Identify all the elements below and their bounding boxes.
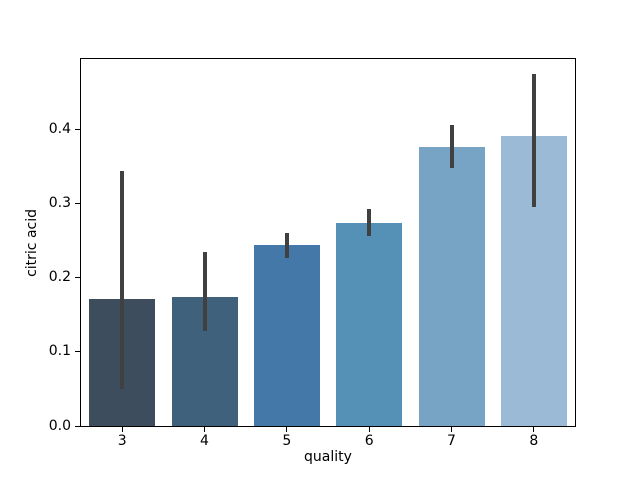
bar-quality-7: [418, 146, 485, 426]
x-tick-label: 8: [529, 433, 539, 449]
x-tick-mark: [204, 427, 205, 432]
error-bar-quality-4: [202, 252, 207, 331]
error-bar-quality-3: [120, 170, 125, 389]
x-axis-label: quality: [304, 449, 352, 465]
x-tick-mark: [451, 427, 452, 432]
y-tick-label: 0.1: [48, 343, 71, 360]
x-tick-label: 3: [117, 433, 127, 449]
x-tick-mark: [286, 427, 288, 432]
y-tick-mark: [75, 425, 80, 427]
error-bar-quality-5: [284, 233, 289, 258]
x-tick-mark: [121, 427, 123, 432]
y-tick-mark: [75, 351, 80, 353]
plot-area: [80, 58, 576, 427]
x-tick-mark: [533, 427, 535, 432]
bar-quality-6: [336, 222, 403, 426]
error-bar-quality-8: [531, 74, 536, 207]
bar-quality-5: [253, 244, 320, 426]
x-tick-mark: [368, 427, 370, 432]
y-tick-label: 0.2: [48, 269, 71, 286]
x-tick-label: 4: [200, 433, 209, 449]
x-tick-label: 6: [364, 433, 374, 449]
y-tick-mark: [75, 128, 80, 130]
y-tick-mark: [75, 202, 80, 204]
y-tick-label: 0.0: [48, 417, 71, 434]
x-tick-label: 5: [282, 433, 292, 449]
y-axis-label-container: citric acid: [22, 58, 42, 427]
y-tick-label: 0.4: [48, 120, 71, 137]
y-tick-label: 0.3: [48, 194, 71, 211]
y-axis-label: citric acid: [24, 208, 40, 277]
y-tick-mark: [75, 277, 80, 279]
x-tick-label: 7: [447, 433, 456, 449]
error-bar-quality-7: [449, 125, 454, 169]
error-bar-quality-6: [367, 209, 372, 236]
